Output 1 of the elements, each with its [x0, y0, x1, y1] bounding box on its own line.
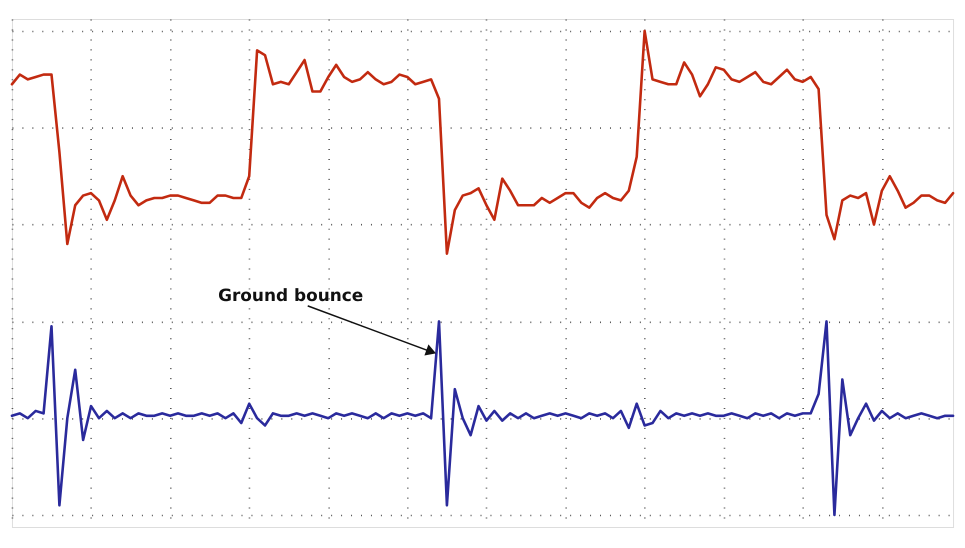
annotation: Ground bounce: [218, 284, 364, 305]
